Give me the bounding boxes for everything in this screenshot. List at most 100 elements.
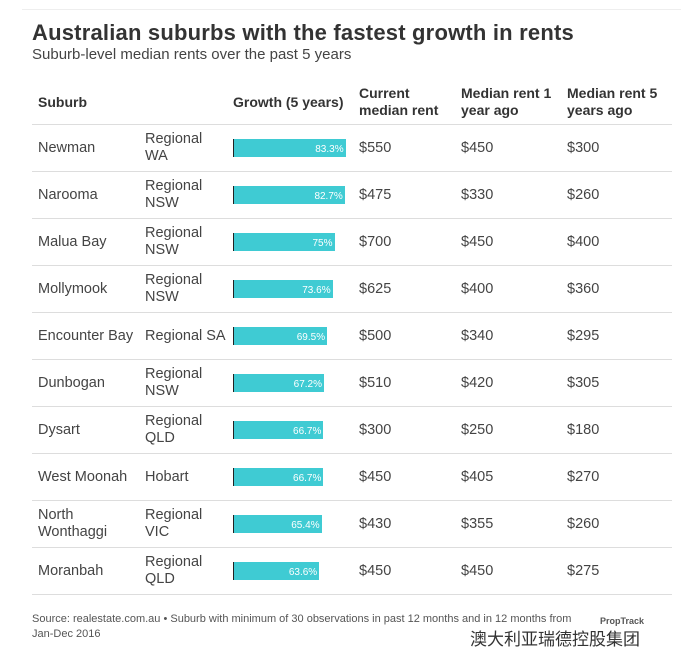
proptrack-logo: PropTrack [600,616,645,626]
rent-1yr-cell: $355 [455,500,561,548]
table-row: Newman Regional WA 83.3% $550 $450 $300 [32,124,672,172]
header-growth: Growth (5 years) [233,93,344,110]
current-rent-cell: $700 [353,218,455,266]
rent-5yr-cell: $400 [561,218,672,266]
region-cell: Regional WA [139,124,227,172]
rent-1yr-cell: $450 [455,124,561,172]
current-rent-cell: $625 [353,265,455,313]
rent-1yr-cell: $330 [455,171,561,219]
growth-bar: 66.7% [233,468,324,486]
growth-label: 66.7% [293,473,322,484]
rent-1yr-cell: $405 [455,453,561,501]
region-cell: Regional NSW [139,218,227,266]
growth-label: 69.5% [296,332,326,343]
growth-label: 63.6% [288,567,318,578]
region-cell: Regional QLD [139,406,227,454]
table-row: Narooma Regional NSW 82.7% $475 $330 $260 [32,171,672,219]
table-row: West Moonah Hobart 66.7% $450 $405 $270 [32,453,672,501]
current-rent-cell: $510 [353,359,455,407]
chart-subtitle: Suburb-level median rents over the past … [32,46,352,63]
rent-5yr-cell: $275 [561,547,672,595]
suburb-cell: Mollymook [32,265,139,313]
growth-label: 65.4% [291,520,320,531]
growth-bar: 75% [233,233,335,251]
rent-1yr-cell: $420 [455,359,561,407]
growth-cell: 65.4% [227,500,353,548]
rent-1yr-cell: $400 [455,265,561,313]
region-cell: Regional QLD [139,547,227,595]
rent-1yr-cell: $450 [455,218,561,266]
table-row: Malua Bay Regional NSW 75% $700 $450 $400 [32,218,672,266]
current-rent-cell: $450 [353,453,455,501]
header-suburb: Suburb [38,93,87,110]
growth-label: 67.2% [293,379,322,390]
suburb-cell: Malua Bay [32,218,139,266]
header-1yr: Median rent 1 year ago [461,85,552,118]
table-row: Moranbah Regional QLD 63.6% $450 $450 $275 [32,547,672,595]
growth-cell: 63.6% [227,547,353,595]
suburb-cell: North Wonthaggi [32,500,139,548]
suburb-cell: Moranbah [32,547,139,595]
table-row: Dysart Regional QLD 66.7% $300 $250 $180 [32,406,672,454]
growth-bar: 83.3% [233,139,346,157]
rent-5yr-cell: $360 [561,265,672,313]
current-rent-cell: $500 [353,312,455,360]
divider [22,9,681,10]
suburb-cell: Newman [32,124,139,172]
rent-5yr-cell: $305 [561,359,672,407]
rent-table: Suburb Growth (5 years) Current median r… [32,80,672,595]
rent-5yr-cell: $260 [561,171,672,219]
growth-bar: 67.2% [233,374,324,392]
growth-bar: 82.7% [233,186,345,204]
rent-5yr-cell: $300 [561,124,672,172]
growth-bar: 69.5% [233,327,328,345]
chart-title: Australian suburbs with the fastest grow… [32,20,574,45]
growth-label: 83.3% [315,144,344,155]
header-5yr: Median rent 5 years ago [567,85,658,118]
current-rent-cell: $450 [353,547,455,595]
growth-label: 66.7% [293,426,322,437]
suburb-cell: Dysart [32,406,139,454]
rent-1yr-cell: $340 [455,312,561,360]
watermark: 澳大利亚瑞德控股集团 [470,630,640,649]
region-cell: Regional NSW [139,359,227,407]
table-row: Dunbogan Regional NSW 67.2% $510 $420 $305 [32,359,672,407]
growth-cell: 66.7% [227,453,353,501]
rent-5yr-cell: $295 [561,312,672,360]
region-cell: Regional NSW [139,171,227,219]
rent-5yr-cell: $260 [561,500,672,548]
growth-label: 75% [312,238,333,249]
header-region [139,80,227,125]
growth-bar: 66.7% [233,421,324,439]
growth-cell: 66.7% [227,406,353,454]
suburb-cell: Encounter Bay [32,312,139,360]
table-row: Mollymook Regional NSW 73.6% $625 $400 $360 [32,265,672,313]
growth-label: 82.7% [314,191,343,202]
current-rent-cell: $430 [353,500,455,548]
growth-cell: 73.6% [227,265,353,313]
region-cell: Regional SA [139,312,227,360]
region-cell: Hobart [139,453,227,501]
current-rent-cell: $475 [353,171,455,219]
growth-label: 73.6% [302,285,331,296]
growth-cell: 67.2% [227,359,353,407]
growth-bar: 73.6% [233,280,333,298]
growth-cell: 69.5% [227,312,353,360]
current-rent-cell: $300 [353,406,455,454]
table-row: North Wonthaggi Regional VIC 65.4% $430 $355… [32,500,672,548]
source-note: Source: realestate.com.au • Suburb with … [32,613,572,640]
suburb-cell: West Moonah [32,453,139,501]
table-row: Encounter Bay Regional SA 69.5% $500 $340 $29… [32,312,672,360]
suburb-cell: Dunbogan [32,359,139,407]
rent-5yr-cell: $180 [561,406,672,454]
growth-cell: 75% [227,218,353,266]
growth-bar: 65.4% [233,515,322,533]
region-cell: Regional NSW [139,265,227,313]
growth-bar: 63.6% [233,562,320,580]
rent-1yr-cell: $250 [455,406,561,454]
rent-1yr-cell: $450 [455,547,561,595]
header-current: Current median rent [359,85,439,118]
current-rent-cell: $550 [353,124,455,172]
growth-cell: 82.7% [227,171,353,219]
rent-5yr-cell: $270 [561,453,672,501]
